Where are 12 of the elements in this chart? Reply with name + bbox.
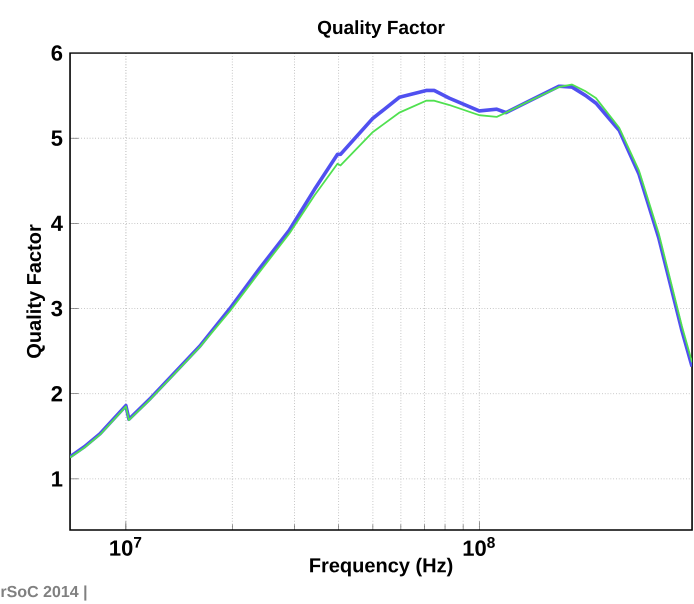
x-axis-title: Frequency (Hz) (310, 558, 452, 576)
y-tick-label: 6 (52, 45, 62, 61)
y-tick-label: 4 (51, 216, 63, 231)
x-tick-label: 10$^{7}$ (110, 537, 142, 556)
y-axis-title: Quality Factor (26, 224, 45, 358)
y-tick-label: 3 (51, 300, 62, 316)
text: rSoC 2014 | (1, 585, 86, 601)
x-tick-label: 10$^{8}$ (464, 537, 495, 556)
y-tick-label: 5 (51, 130, 62, 146)
y-tick-label: 2 (51, 386, 62, 402)
y-tick-label: 1 (52, 471, 62, 486)
chart-title: Quality Factor (318, 20, 445, 38)
